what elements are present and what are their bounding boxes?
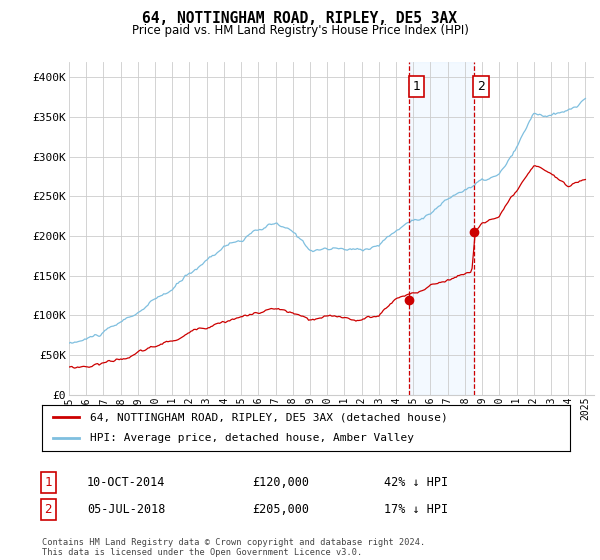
Text: 2: 2 [44, 503, 52, 516]
Text: Contains HM Land Registry data © Crown copyright and database right 2024.
This d: Contains HM Land Registry data © Crown c… [42, 538, 425, 557]
Text: 10-OCT-2014: 10-OCT-2014 [87, 476, 166, 489]
Text: Price paid vs. HM Land Registry's House Price Index (HPI): Price paid vs. HM Land Registry's House … [131, 24, 469, 36]
Text: 64, NOTTINGHAM ROAD, RIPLEY, DE5 3AX (detached house): 64, NOTTINGHAM ROAD, RIPLEY, DE5 3AX (de… [89, 412, 447, 422]
Text: 05-JUL-2018: 05-JUL-2018 [87, 503, 166, 516]
Bar [409, 62, 473, 395]
Text: 2: 2 [477, 80, 485, 93]
Text: HPI: Average price, detached house, Amber Valley: HPI: Average price, detached house, Ambe… [89, 433, 413, 444]
Text: 1: 1 [44, 476, 52, 489]
Text: 64, NOTTINGHAM ROAD, RIPLEY, DE5 3AX: 64, NOTTINGHAM ROAD, RIPLEY, DE5 3AX [143, 11, 458, 26]
Text: £205,000: £205,000 [252, 503, 309, 516]
Text: 1: 1 [413, 80, 421, 93]
Text: £120,000: £120,000 [252, 476, 309, 489]
Text: 42% ↓ HPI: 42% ↓ HPI [384, 476, 448, 489]
Text: 17% ↓ HPI: 17% ↓ HPI [384, 503, 448, 516]
